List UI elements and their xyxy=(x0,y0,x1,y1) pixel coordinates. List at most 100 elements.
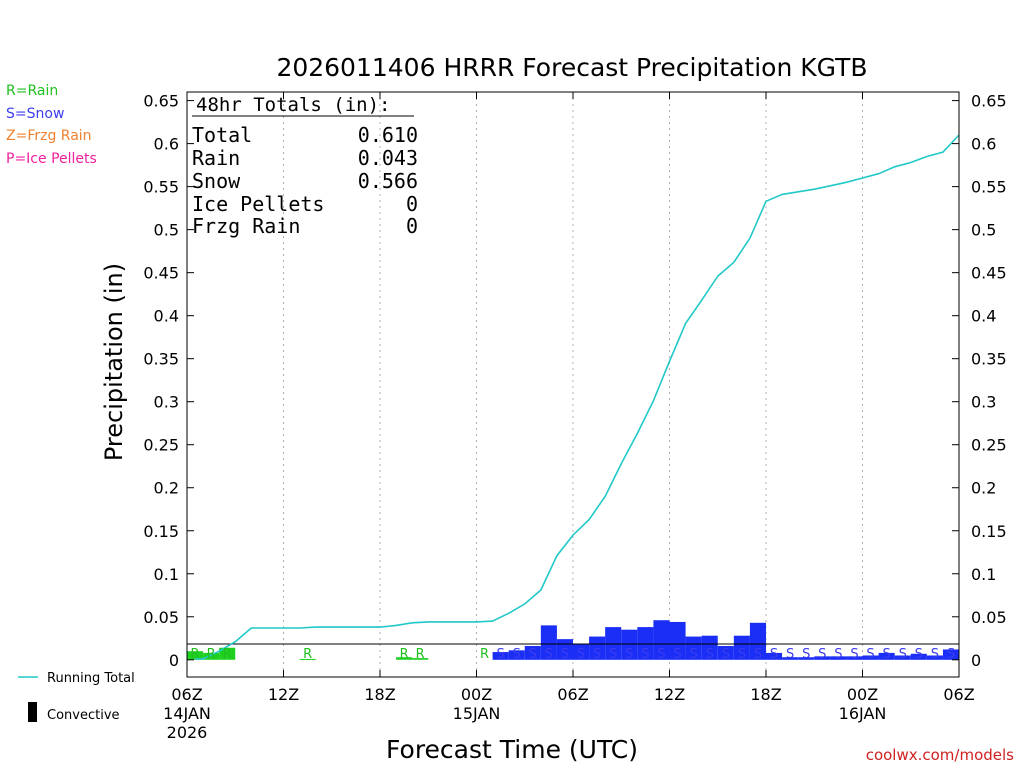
precip-bar xyxy=(894,655,911,660)
y-tick-label-right: 0 xyxy=(971,651,981,670)
plot-frame xyxy=(186,91,960,678)
ptype-letter: S xyxy=(931,647,939,662)
precip-bar xyxy=(412,658,429,660)
ptype-letter: S xyxy=(866,647,874,662)
ptype-letter: S xyxy=(706,647,714,662)
ptype-letter: S xyxy=(947,647,955,662)
ptype-letter: S xyxy=(802,647,810,662)
y-tick-label-right: 0.65 xyxy=(971,92,1007,111)
ptype-letter: S xyxy=(496,647,504,662)
y-tick-label-right: 0.5 xyxy=(971,221,996,240)
legend-convective-label: Convective xyxy=(47,708,120,723)
precip-bar xyxy=(589,636,606,660)
y-tick-label-left: 0.45 xyxy=(143,264,179,283)
y-tick-label-right: 0.1 xyxy=(971,565,996,584)
y-tick-label-left: 0.2 xyxy=(154,479,179,498)
precip-bar xyxy=(782,657,799,660)
ptype-key-rain: R=Rain xyxy=(6,83,58,99)
ptype-letter: S xyxy=(593,647,601,662)
totals-value-ice-pellets: 0 xyxy=(406,192,418,216)
ptype-letter: S xyxy=(915,647,923,662)
ptype-letter: R xyxy=(480,647,489,662)
ptype-letter: R xyxy=(416,647,425,662)
totals-label-frzg-rain: Frzg Rain xyxy=(192,214,300,238)
totals-label-ice-pellets: Ice Pellets xyxy=(192,192,324,216)
precip-bar xyxy=(766,652,783,660)
precip-bar xyxy=(733,635,750,660)
x-tick-sublabel: 16JAN xyxy=(839,704,887,723)
totals-box: 48hr Totals (in): Total 0.610 Rain 0.043… xyxy=(192,94,418,238)
precip-bar xyxy=(492,652,509,660)
totals-label-snow: Snow xyxy=(192,169,241,193)
running-total-line xyxy=(195,134,960,660)
y-tick-label-right: 0.05 xyxy=(971,608,1007,627)
y-tick-label-right: 0.2 xyxy=(971,479,996,498)
y-tick-label-left: 0.15 xyxy=(143,522,179,541)
ptype-letter: R xyxy=(400,647,409,662)
precip-bar xyxy=(749,622,766,660)
legend-convective-swatch xyxy=(28,702,37,722)
ptype-key-frzg-rain: Z=Frzg Rain xyxy=(6,128,92,144)
ptype-letter: S xyxy=(738,647,746,662)
x-tick-sublabel: 14JAN xyxy=(163,704,211,723)
ptype-letter: S xyxy=(545,647,553,662)
ptype-letter: R xyxy=(303,647,312,662)
y-tick-label-left: 0.3 xyxy=(154,393,179,412)
y-tick-label-right: 0.35 xyxy=(971,350,1007,369)
precip-bar xyxy=(637,627,654,660)
precip-bar xyxy=(942,649,959,660)
x-tick-label: 18Z xyxy=(750,685,781,704)
totals-value-total: 0.610 xyxy=(358,123,418,147)
ptype-letter: S xyxy=(834,647,842,662)
precip-bar xyxy=(926,655,943,660)
ptype-letter: S xyxy=(722,647,730,662)
precip-bar xyxy=(653,620,670,660)
ptype-letter: S xyxy=(657,647,665,662)
ptype-letter: R xyxy=(191,647,200,662)
precip-bar xyxy=(299,658,316,660)
y-tick-label-right: 0.45 xyxy=(971,264,1007,283)
precip-bar xyxy=(219,647,236,660)
precip-bar xyxy=(540,625,557,660)
precip-bar xyxy=(798,657,815,660)
ptype-key-ice-pellets: P=Ice Pellets xyxy=(6,151,97,167)
y-tick-label-right: 0.6 xyxy=(971,135,996,154)
totals-label-total: Total xyxy=(192,123,252,147)
totals-label-rain: Rain xyxy=(192,146,240,170)
y-tick-label-right: 0.15 xyxy=(971,522,1007,541)
precip-bar xyxy=(524,646,541,660)
y-tick-label-left: 0.5 xyxy=(154,221,179,240)
precip-bar xyxy=(701,635,718,660)
totals-value-snow: 0.566 xyxy=(358,169,418,193)
ptype-letter: S xyxy=(754,647,762,662)
ptype-letter: S xyxy=(786,647,794,662)
ptype-letter: S xyxy=(529,647,537,662)
y-tick-label-left: 0.55 xyxy=(143,178,179,197)
y-tick-label-left: 0.05 xyxy=(143,608,179,627)
ptype-key-snow: S=Snow xyxy=(6,106,64,122)
y-axis-ticks: 0 00.05 0.050.1 0.10.15 0.150.2 0.20.25 0.250.… xyxy=(143,92,1006,670)
ptype-letter: S xyxy=(641,647,649,662)
ptype-letter: R xyxy=(207,647,216,662)
totals-value-rain: 0.043 xyxy=(358,146,418,170)
y-tick-label-left: 0.6 xyxy=(154,135,179,154)
precip-bar xyxy=(862,655,879,660)
totals-title: 48hr Totals (in): xyxy=(196,94,390,116)
legend-running-total-label: Running Total xyxy=(47,671,135,686)
precip-bar xyxy=(621,629,638,660)
y-tick-label-right: 0.3 xyxy=(971,393,996,412)
ptype-letter: S xyxy=(673,647,681,662)
ptype-letter: S xyxy=(513,647,521,662)
y-tick-label-right: 0.4 xyxy=(971,307,996,326)
ptype-letter: S xyxy=(577,647,585,662)
precip-bar xyxy=(396,657,413,660)
precip-bar xyxy=(814,656,831,660)
x-tick-label: 18Z xyxy=(364,685,395,704)
ptype-letter: S xyxy=(899,647,907,662)
ptype-letter: S xyxy=(609,647,617,662)
ptype-letter: S xyxy=(561,647,569,662)
precip-bar xyxy=(830,656,847,660)
